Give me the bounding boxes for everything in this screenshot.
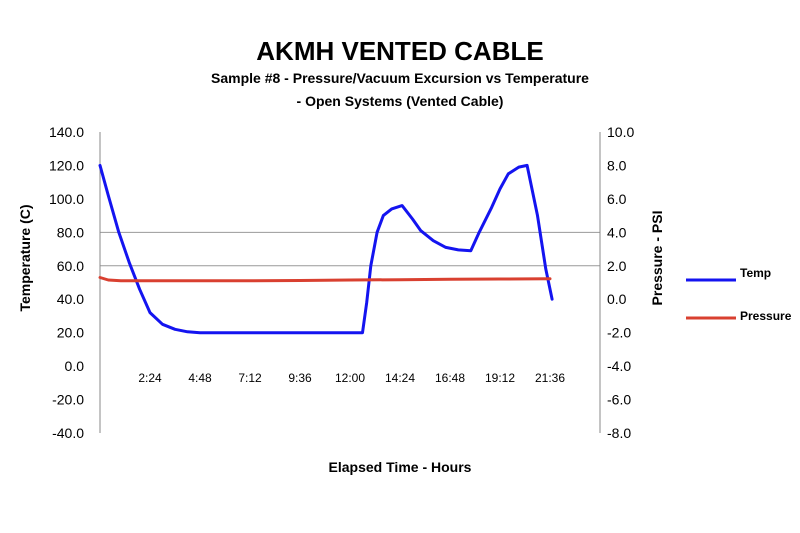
- x-tick-label: 14:24: [385, 371, 415, 385]
- chart-subtitle-line-1: Sample #8 - Pressure/Vacuum Excursion vs…: [211, 70, 589, 86]
- y-ticks-right: 10.0 8.0 6.0 4.0 2.0 0.0 -2.0 -4.0 -6.0 -8.0: [607, 124, 634, 441]
- y-tick-right-label: -8.0: [607, 425, 631, 441]
- x-tick-label: 4:48: [188, 371, 212, 385]
- y-tick-right-label: 0.0: [607, 291, 627, 307]
- y-axis-right-label: Pressure - PSI: [649, 211, 665, 306]
- gridlines: [100, 231, 600, 267]
- y-tick-left-label: -20.0: [52, 392, 84, 408]
- y-tick-left-label: 100.0: [49, 191, 84, 207]
- legend: Temp Pressure: [686, 266, 792, 323]
- x-tick-label: 21:36: [535, 371, 565, 385]
- x-tick-label: 16:48: [435, 371, 465, 385]
- x-tick-label: 2:24: [138, 371, 162, 385]
- y-tick-right-label: 8.0: [607, 157, 627, 173]
- y-tick-left-label: 120.0: [49, 157, 84, 173]
- y-tick-right-label: 2.0: [607, 258, 627, 274]
- y-tick-left-label: -40.0: [52, 425, 84, 441]
- legend-label-pressure: Pressure: [740, 309, 792, 323]
- y-tick-right-label: 10.0: [607, 124, 634, 140]
- y-tick-left-label: 20.0: [57, 325, 84, 341]
- chart-title: AKMH VENTED CABLE: [256, 36, 543, 66]
- y-axis-left-label: Temperature (C): [17, 204, 33, 311]
- y-tick-left-label: 40.0: [57, 291, 84, 307]
- y-tick-right-label: 4.0: [607, 224, 627, 240]
- y-tick-left-label: 80.0: [57, 224, 84, 240]
- y-tick-left-label: 0.0: [65, 358, 85, 374]
- x-tick-label: 19:12: [485, 371, 515, 385]
- series-line-pressure: [98, 276, 552, 283]
- series-lines: [98, 163, 554, 335]
- y-tick-right-label: -2.0: [607, 325, 631, 341]
- y-tick-left-label: 140.0: [49, 124, 84, 140]
- x-tick-label: 7:12: [238, 371, 262, 385]
- y-tick-right-label: -6.0: [607, 392, 631, 408]
- y-ticks-left: 140.0 120.0 100.0 80.0 60.0 40.0 20.0 0.0 -20.0 -…: [49, 124, 84, 441]
- x-axis-label: Elapsed Time - Hours: [329, 459, 472, 475]
- y-tick-left-label: 60.0: [57, 258, 84, 274]
- y-tick-right-label: -4.0: [607, 358, 631, 374]
- x-ticks: 2:24 4:48 7:12 9:36 12:00 14:24 16:48 19:12 21:3…: [138, 371, 565, 385]
- chart-subtitle-line-2: - Open Systems (Vented Cable): [297, 93, 504, 109]
- x-tick-label: 9:36: [288, 371, 312, 385]
- x-tick-label: 12:00: [335, 371, 365, 385]
- series-line-temp: [98, 163, 554, 335]
- y-tick-right-label: 6.0: [607, 191, 627, 207]
- legend-label-temp: Temp: [740, 266, 771, 280]
